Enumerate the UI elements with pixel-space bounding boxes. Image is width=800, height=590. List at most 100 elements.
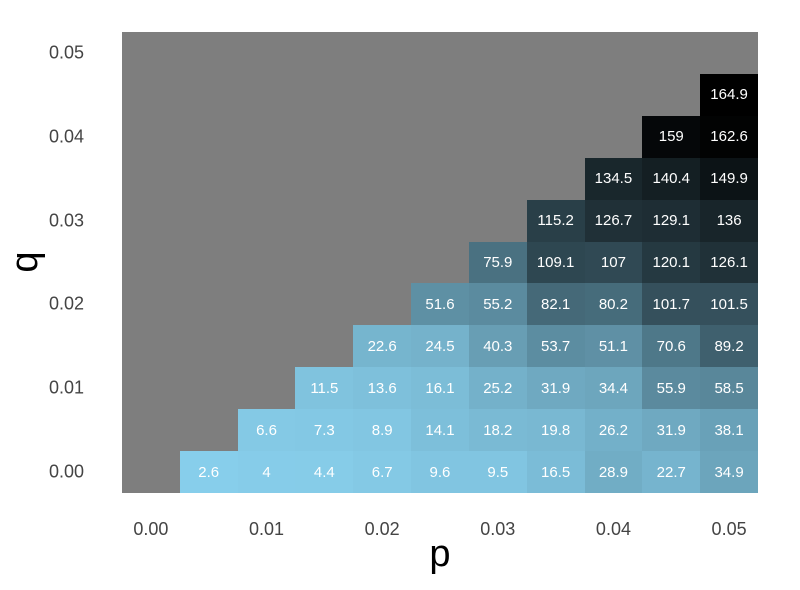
heatmap-cell: 6.7 (353, 451, 412, 493)
heatmap-cell: 58.5 (700, 367, 758, 410)
heatmap-cell: 149.9 (700, 157, 758, 200)
heatmap-cell-value: 53.7 (541, 337, 571, 355)
heatmap-cell-value: 26.2 (598, 421, 629, 439)
heatmap-cell-value: 70.6 (656, 337, 686, 355)
heatmap-cell: 109.1 (526, 241, 585, 284)
heatmap-cell: 34.9 (700, 451, 758, 493)
y-tick-label: 0.03 (48, 210, 84, 231)
heatmap-cell-value: 38.1 (714, 421, 744, 439)
heatmap-cell: 51.1 (584, 325, 643, 368)
heatmap-cell-value: 80.2 (598, 295, 629, 313)
y-tick-label: 0.05 (48, 42, 84, 63)
heatmap-cell-value: 164.9 (710, 86, 748, 104)
heatmap-cell: 101.7 (642, 283, 701, 326)
heatmap-cell-value: 101.7 (652, 295, 691, 313)
heatmap-cell: 14.1 (411, 409, 469, 452)
heatmap-cell: 164.9 (700, 73, 758, 116)
heatmap-cell-value: 34.4 (598, 379, 629, 397)
heatmap-cell-value: 162.6 (710, 128, 748, 146)
y-tick-label: 0.02 (48, 293, 84, 314)
heatmap-cell-value: 89.2 (714, 337, 744, 355)
heatmap-cell: 9.5 (468, 451, 527, 493)
heatmap-cell: 6.6 (237, 409, 296, 452)
heatmap-cell: 22.7 (642, 451, 701, 493)
x-tick-label: 0.01 (249, 519, 285, 539)
heatmap-cell-value: 13.6 (367, 379, 397, 397)
heatmap-cell-value: 9.6 (429, 463, 451, 481)
y-tick-label: 0.00 (48, 461, 84, 482)
heatmap-cell-value: 6.7 (371, 463, 393, 481)
heatmap-cell-value: 4 (262, 463, 271, 481)
heatmap-cell-value: 120.1 (652, 253, 691, 271)
heatmap-cell-value: 129.1 (652, 212, 691, 230)
y-axis-title: q (4, 251, 46, 273)
x-tick-label: 0.03 (480, 519, 516, 539)
heatmap-cell-value: 40.3 (483, 337, 513, 355)
heatmap-cell: 101.5 (700, 283, 758, 326)
heatmap-cell: 26.2 (584, 409, 643, 452)
x-tick-label: 0.05 (711, 519, 747, 539)
heatmap-cell: 53.7 (526, 325, 585, 368)
heatmap-cell-value: 101.5 (710, 295, 748, 313)
heatmap-cell: 4.4 (295, 451, 354, 493)
heatmap-cell: 16.1 (411, 367, 469, 410)
heatmap-cell-value: 134.5 (594, 170, 633, 188)
heatmap-cell: 19.8 (526, 409, 585, 452)
heatmap-cell-value: 4.4 (313, 463, 335, 481)
heatmap-cell-value: 22.6 (367, 337, 397, 355)
heatmap-cell-value: 31.9 (656, 421, 686, 439)
heatmap-cell: 162.6 (700, 115, 758, 158)
heatmap-cell-value: 149.9 (710, 170, 748, 188)
heatmap-cell: 75.9 (468, 241, 527, 284)
heatmap-cell: 31.9 (642, 409, 701, 452)
y-tick-label: 0.04 (48, 126, 84, 147)
heatmap-cell: 126.1 (700, 241, 758, 284)
heatmap-cell: 55.2 (468, 283, 527, 326)
heatmap-cell-value: 55.2 (483, 295, 513, 313)
heatmap-cell-value: 9.5 (487, 463, 509, 481)
heatmap-cell: 134.5 (584, 157, 643, 200)
heatmap-cell-value: 7.3 (313, 421, 335, 439)
heatmap-cell-value: 58.5 (714, 379, 744, 397)
heatmap-cell: 70.6 (642, 325, 701, 368)
heatmap-cell-value: 51.6 (425, 295, 455, 313)
heatmap-cell-value: 159 (658, 128, 684, 146)
heatmap-cell-value: 28.9 (598, 463, 629, 481)
x-tick-label: 0.00 (133, 519, 169, 539)
heatmap-cell: 38.1 (700, 409, 758, 452)
heatmap-cell: 136 (700, 199, 758, 242)
heatmap-cell-value: 18.2 (483, 421, 513, 439)
heatmap-cell-value: 19.8 (541, 421, 571, 439)
x-axis-title: p (429, 533, 451, 575)
heatmap-cell-value: 31.9 (541, 379, 571, 397)
heatmap-cell: 55.9 (642, 367, 701, 410)
heatmap-cell-value: 51.1 (598, 337, 629, 355)
x-tick-label: 0.02 (364, 519, 400, 539)
heatmap-cell-value: 22.7 (656, 463, 686, 481)
heatmap-cell: 40.3 (468, 325, 527, 368)
heatmap-cell: 13.6 (353, 367, 412, 410)
heatmap-cell-value: 6.6 (256, 421, 277, 439)
heatmap-cell: 159 (642, 115, 701, 158)
y-axis-tick-labels: 0.00 0.01 0.02 0.03 0.04 0.05 (0, 32, 84, 493)
heatmap-cell-value: 16.1 (425, 379, 455, 397)
heatmap-cell-value: 140.4 (652, 170, 691, 188)
heatmap-cell: 107 (584, 241, 643, 284)
heatmap-cell-value: 136 (716, 212, 742, 230)
heatmap-cell: 11.5 (295, 367, 354, 410)
plot-panel: 2.6 4 4.4 6.7 9.6 9.5 16.5 28.9 22.7 34.9 6.6 7.3 8.… (122, 32, 758, 493)
heatmap-cell: 115.2 (526, 199, 585, 242)
heatmap-cell-value: 75.9 (483, 253, 513, 271)
heatmap-cell: 80.2 (584, 283, 643, 326)
heatmap-cell: 82.1 (526, 283, 585, 326)
heatmap-cell-value: 24.5 (425, 337, 455, 355)
heatmap-cell: 51.6 (411, 283, 469, 326)
heatmap-cell: 28.9 (584, 451, 643, 493)
heatmap-cell-value: 55.9 (656, 379, 686, 397)
heatmap-cell-value: 126.7 (594, 212, 633, 230)
heatmap-cell: 16.5 (526, 451, 585, 493)
heatmap-cell: 24.5 (411, 325, 469, 368)
x-axis-tick-labels: 0.00 0.01 0.02 0.03 0.04 0.05 (122, 493, 758, 553)
x-tick-label: 0.04 (595, 519, 631, 539)
